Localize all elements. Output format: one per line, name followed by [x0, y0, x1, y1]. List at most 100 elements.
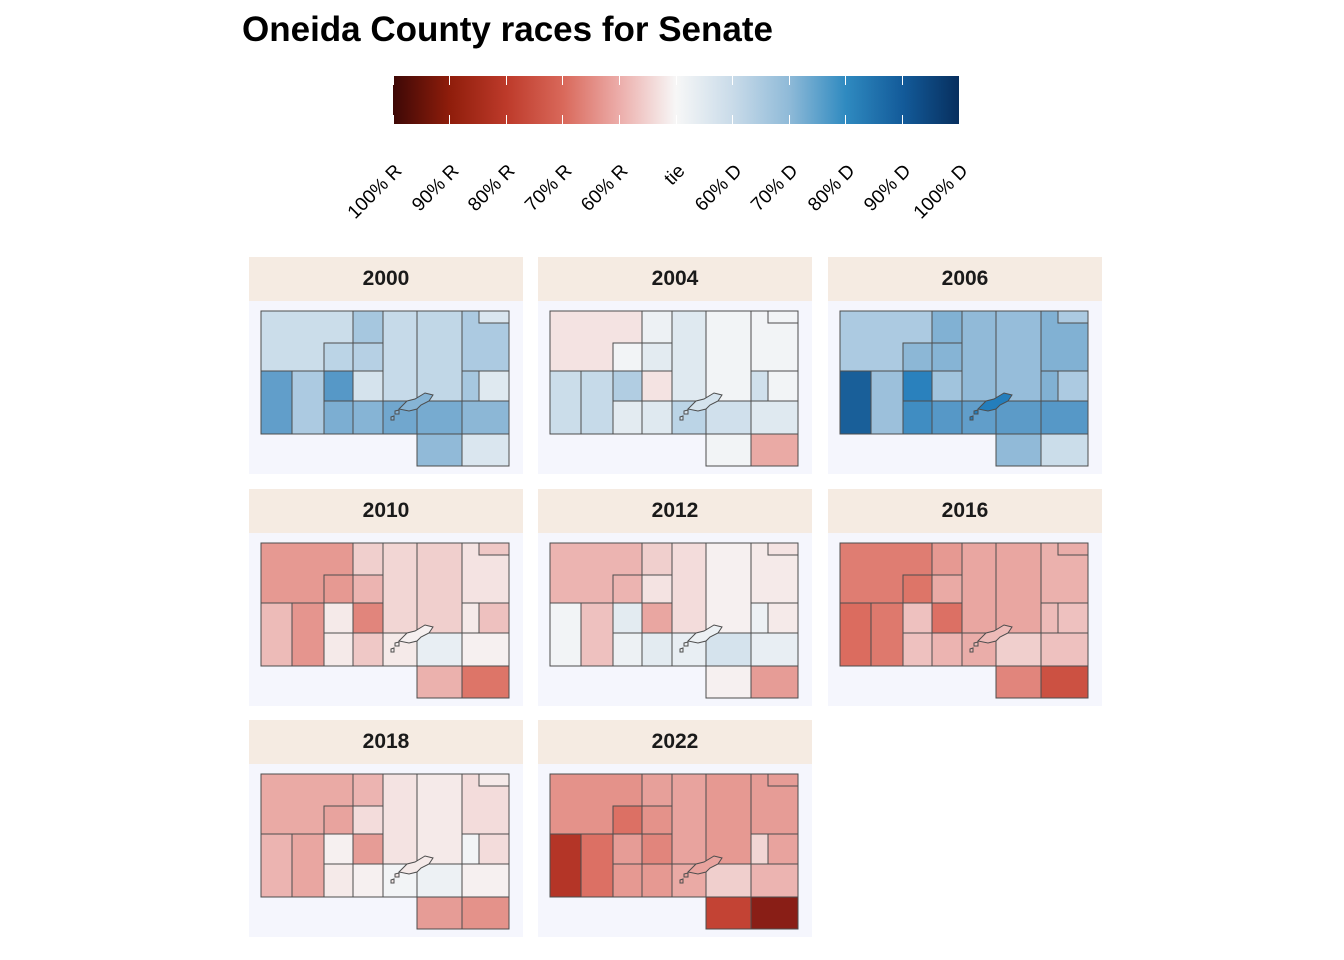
township-t20	[461, 896, 510, 930]
township-t12	[549, 370, 582, 435]
township-t10	[1040, 370, 1059, 402]
county-map-svg	[549, 542, 799, 699]
township-t12	[260, 602, 293, 667]
township-t13	[291, 833, 325, 898]
city-islet	[679, 415, 684, 421]
legend-label: 90% R	[407, 160, 464, 216]
township-t13	[291, 370, 325, 435]
township-t9	[767, 773, 799, 787]
township-t4	[323, 342, 354, 372]
city-area	[397, 624, 434, 644]
legend-tick	[392, 76, 394, 124]
township-t4	[612, 805, 643, 835]
township-t13	[291, 602, 325, 667]
city-islet	[679, 647, 684, 653]
city-islet	[390, 647, 395, 653]
city-area	[397, 855, 434, 875]
township-t12	[839, 370, 872, 435]
township-t21	[416, 433, 463, 467]
legend-tick	[732, 76, 734, 124]
township-t10	[750, 833, 769, 865]
map-panel-2018: 2018	[249, 720, 523, 937]
city-area	[397, 392, 434, 412]
panel-year-label: 2010	[249, 489, 523, 533]
county-map-svg	[260, 542, 510, 699]
township-t15	[323, 863, 354, 898]
township-t6	[382, 773, 418, 865]
township-t13	[870, 602, 904, 667]
township-t9	[1057, 310, 1089, 324]
township-t5	[641, 370, 673, 402]
legend-tick	[562, 76, 564, 124]
city-islet	[683, 409, 689, 415]
township-t18	[995, 400, 1042, 435]
city-islet	[973, 641, 979, 647]
township-t18	[705, 863, 752, 898]
township-t16	[352, 863, 384, 898]
township-t3	[931, 342, 963, 372]
township-t5	[641, 602, 673, 634]
township-t6	[382, 542, 418, 634]
township-t13	[870, 370, 904, 435]
township-t9	[767, 310, 799, 324]
township-t3	[641, 574, 673, 604]
panel-year-label: 2018	[249, 720, 523, 764]
city-area	[686, 624, 723, 644]
township-t7	[416, 773, 463, 865]
county-map	[538, 533, 812, 706]
township-t3	[352, 574, 384, 604]
township-t18	[705, 632, 752, 667]
township-t19	[461, 400, 510, 435]
township-t21	[995, 665, 1042, 699]
township-t18	[705, 400, 752, 435]
township-t15	[612, 400, 643, 435]
township-t10	[461, 833, 480, 865]
township-t6	[671, 773, 707, 865]
township-t11	[767, 602, 799, 634]
township-t13	[580, 370, 614, 435]
township-t7	[705, 310, 752, 402]
township-t2	[931, 542, 963, 576]
county-map	[538, 764, 812, 937]
legend-tick	[845, 76, 847, 124]
map-panel-2006: 2006	[828, 257, 1102, 474]
township-t19	[1040, 632, 1089, 667]
map-panel-2022: 2022	[538, 720, 812, 937]
township-t6	[961, 310, 997, 402]
township-t16	[641, 863, 673, 898]
legend-label: 90% D	[860, 160, 916, 216]
township-t11	[478, 833, 510, 865]
township-t6	[671, 310, 707, 402]
township-t2	[352, 773, 384, 807]
township-t10	[1040, 602, 1059, 634]
township-t16	[931, 400, 963, 435]
legend-tick	[788, 76, 790, 124]
township-t10	[750, 602, 769, 634]
legend-tick	[449, 76, 451, 124]
panel-year-label: 2022	[538, 720, 812, 764]
township-t7	[705, 542, 752, 634]
township-t20	[750, 665, 799, 699]
city-islet	[969, 647, 974, 653]
township-t14	[323, 833, 354, 865]
township-t6	[961, 542, 997, 634]
township-t13	[580, 833, 614, 898]
legend-tick	[675, 76, 677, 124]
map-panel-2016: 2016	[828, 489, 1102, 706]
city-islet	[394, 641, 400, 647]
township-t2	[931, 310, 963, 344]
panel-year-label: 2000	[249, 257, 523, 301]
legend-label: 70% D	[747, 160, 803, 216]
legend-tick	[901, 76, 903, 124]
legend-label: 60% D	[690, 160, 747, 216]
township-t20	[750, 896, 799, 930]
township-t9	[478, 542, 510, 556]
county-map	[249, 764, 523, 937]
township-t2	[352, 542, 384, 576]
city-area	[686, 392, 723, 412]
township-t9	[1057, 542, 1089, 556]
township-t5	[352, 833, 384, 865]
legend-label: 80% D	[804, 160, 860, 216]
township-t12	[549, 602, 582, 667]
township-t16	[641, 632, 673, 667]
